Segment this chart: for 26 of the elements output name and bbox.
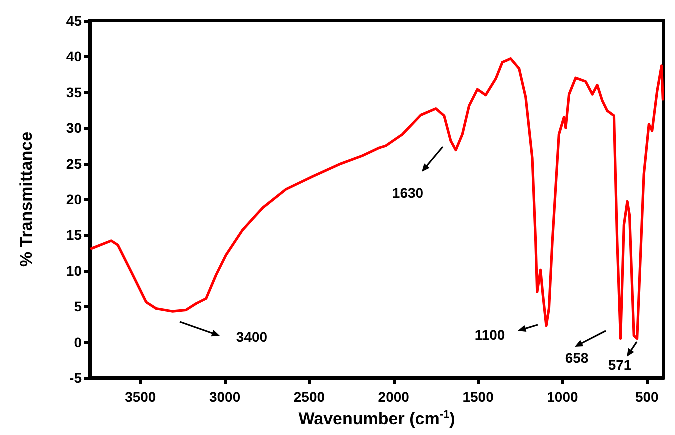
y-tick-label: 30 (66, 120, 82, 136)
y-tick-label: 25 (66, 156, 82, 172)
y-tick-label: 40 (66, 48, 82, 65)
x-tick-label: 1000 (547, 389, 578, 405)
annotation: 1100 (474, 327, 506, 343)
x-tick-label: 3000 (209, 389, 241, 405)
x-tick-label: 2500 (294, 389, 326, 405)
y-tick-label: 35 (66, 84, 82, 100)
y-tick-label: 10 (66, 262, 82, 279)
y-tick-label: 0 (74, 334, 82, 350)
annotation: 658 (565, 350, 589, 366)
annotation: 1630 (392, 185, 424, 201)
x-tick-label: 1500 (462, 389, 494, 405)
x-axis-title: Wavenumber (cm$^{-1}$) (298, 409, 456, 430)
annotation: 3400 (236, 329, 268, 345)
line-series (90, 58, 664, 340)
y-tick-label: -5 (70, 370, 82, 386)
y-tick-label: 5 (74, 298, 82, 315)
y-tick-label: 15 (66, 227, 82, 244)
y-tick-label: 20 (66, 192, 82, 208)
x-tick-label: 2000 (378, 389, 410, 405)
annotation: 571 (608, 357, 632, 373)
x-tick-label: 3500 (125, 389, 156, 405)
y-tick-label: 45 (66, 13, 82, 29)
x-tick-label: 500 (635, 389, 660, 405)
y-axis-title: % Transmittance (17, 132, 36, 268)
